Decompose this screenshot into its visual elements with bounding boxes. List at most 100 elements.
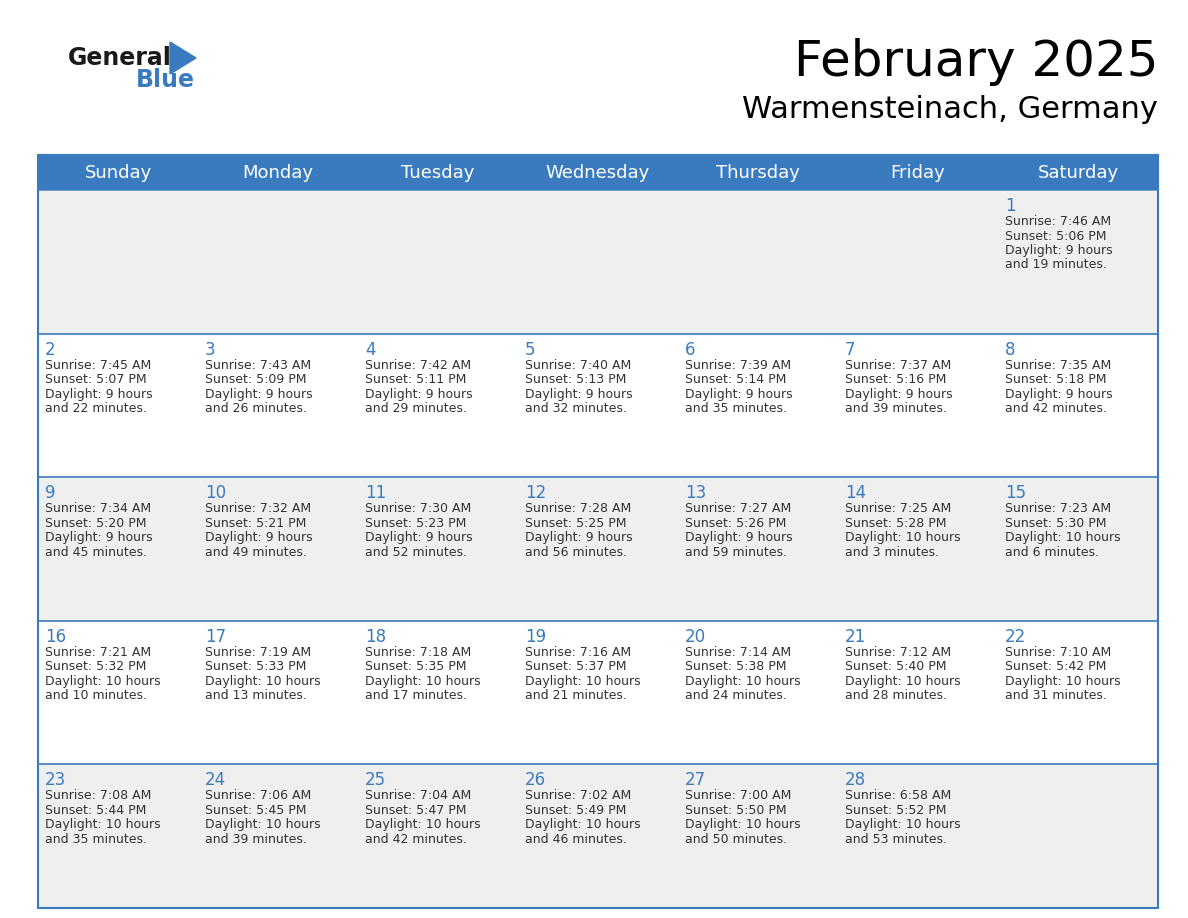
Text: Sunrise: 7:35 AM: Sunrise: 7:35 AM — [1005, 359, 1111, 372]
Text: Sunrise: 6:58 AM: Sunrise: 6:58 AM — [845, 789, 952, 802]
Text: Sunset: 5:06 PM: Sunset: 5:06 PM — [1005, 230, 1106, 242]
Text: and 13 minutes.: and 13 minutes. — [206, 689, 307, 702]
Text: Daylight: 10 hours: Daylight: 10 hours — [1005, 532, 1120, 544]
Text: Saturday: Saturday — [1037, 163, 1119, 182]
Text: Daylight: 9 hours: Daylight: 9 hours — [206, 532, 312, 544]
Text: Sunset: 5:16 PM: Sunset: 5:16 PM — [845, 373, 947, 386]
Text: Sunset: 5:37 PM: Sunset: 5:37 PM — [525, 660, 626, 673]
Text: Daylight: 10 hours: Daylight: 10 hours — [365, 675, 481, 688]
Text: General: General — [68, 46, 172, 70]
Text: Monday: Monday — [242, 163, 314, 182]
Text: and 17 minutes.: and 17 minutes. — [365, 689, 467, 702]
Text: Daylight: 9 hours: Daylight: 9 hours — [525, 532, 633, 544]
Text: Sunset: 5:26 PM: Sunset: 5:26 PM — [685, 517, 786, 530]
Text: Sunset: 5:09 PM: Sunset: 5:09 PM — [206, 373, 307, 386]
Text: Sunrise: 7:32 AM: Sunrise: 7:32 AM — [206, 502, 311, 515]
Text: Daylight: 9 hours: Daylight: 9 hours — [45, 532, 152, 544]
Text: Sunset: 5:45 PM: Sunset: 5:45 PM — [206, 804, 307, 817]
Text: Sunset: 5:49 PM: Sunset: 5:49 PM — [525, 804, 626, 817]
Text: Sunrise: 7:02 AM: Sunrise: 7:02 AM — [525, 789, 631, 802]
Text: 20: 20 — [685, 628, 706, 645]
Text: 7: 7 — [845, 341, 855, 359]
Text: and 50 minutes.: and 50 minutes. — [685, 833, 788, 845]
Text: 25: 25 — [365, 771, 386, 789]
Text: 23: 23 — [45, 771, 67, 789]
Bar — [38, 621, 1158, 765]
Text: Daylight: 10 hours: Daylight: 10 hours — [685, 819, 801, 832]
Text: Daylight: 10 hours: Daylight: 10 hours — [365, 819, 481, 832]
Text: 24: 24 — [206, 771, 226, 789]
Text: 10: 10 — [206, 484, 226, 502]
Text: 2: 2 — [45, 341, 56, 359]
Text: 5: 5 — [525, 341, 536, 359]
Text: Daylight: 9 hours: Daylight: 9 hours — [845, 387, 953, 400]
Bar — [38, 477, 1158, 621]
Text: Sunrise: 7:19 AM: Sunrise: 7:19 AM — [206, 645, 311, 659]
Text: and 19 minutes.: and 19 minutes. — [1005, 259, 1107, 272]
Text: Sunset: 5:35 PM: Sunset: 5:35 PM — [365, 660, 467, 673]
Text: Daylight: 10 hours: Daylight: 10 hours — [206, 819, 321, 832]
Text: Daylight: 9 hours: Daylight: 9 hours — [685, 532, 792, 544]
Text: and 39 minutes.: and 39 minutes. — [845, 402, 947, 415]
Text: Sunrise: 7:40 AM: Sunrise: 7:40 AM — [525, 359, 631, 372]
Text: and 35 minutes.: and 35 minutes. — [685, 402, 786, 415]
Text: Daylight: 10 hours: Daylight: 10 hours — [1005, 675, 1120, 688]
Text: Sunset: 5:44 PM: Sunset: 5:44 PM — [45, 804, 146, 817]
Text: 8: 8 — [1005, 341, 1016, 359]
Text: Wednesday: Wednesday — [545, 163, 650, 182]
Text: Sunset: 5:13 PM: Sunset: 5:13 PM — [525, 373, 626, 386]
Text: Sunrise: 7:21 AM: Sunrise: 7:21 AM — [45, 645, 151, 659]
Text: Sunset: 5:32 PM: Sunset: 5:32 PM — [45, 660, 146, 673]
Text: Sunset: 5:20 PM: Sunset: 5:20 PM — [45, 517, 146, 530]
Text: Daylight: 9 hours: Daylight: 9 hours — [45, 387, 152, 400]
Text: Sunrise: 7:43 AM: Sunrise: 7:43 AM — [206, 359, 311, 372]
Text: and 53 minutes.: and 53 minutes. — [845, 833, 947, 845]
Text: Warmensteinach, Germany: Warmensteinach, Germany — [742, 95, 1158, 125]
Text: Sunrise: 7:08 AM: Sunrise: 7:08 AM — [45, 789, 151, 802]
Text: 19: 19 — [525, 628, 546, 645]
Text: 1: 1 — [1005, 197, 1016, 215]
Text: 12: 12 — [525, 484, 546, 502]
Text: Daylight: 10 hours: Daylight: 10 hours — [45, 675, 160, 688]
Text: 22: 22 — [1005, 628, 1026, 645]
Text: 4: 4 — [365, 341, 375, 359]
Text: Blue: Blue — [135, 68, 195, 92]
Text: Sunset: 5:50 PM: Sunset: 5:50 PM — [685, 804, 786, 817]
Bar — [38, 155, 1158, 190]
Text: Sunrise: 7:34 AM: Sunrise: 7:34 AM — [45, 502, 151, 515]
Text: Sunset: 5:40 PM: Sunset: 5:40 PM — [845, 660, 947, 673]
Text: Daylight: 10 hours: Daylight: 10 hours — [845, 532, 961, 544]
Text: and 59 minutes.: and 59 minutes. — [685, 545, 786, 559]
Text: Sunrise: 7:16 AM: Sunrise: 7:16 AM — [525, 645, 631, 659]
Text: Sunset: 5:11 PM: Sunset: 5:11 PM — [365, 373, 467, 386]
Text: 27: 27 — [685, 771, 706, 789]
Text: Sunrise: 7:42 AM: Sunrise: 7:42 AM — [365, 359, 472, 372]
Text: 15: 15 — [1005, 484, 1026, 502]
Text: Sunset: 5:47 PM: Sunset: 5:47 PM — [365, 804, 467, 817]
Text: and 26 minutes.: and 26 minutes. — [206, 402, 307, 415]
Text: Daylight: 9 hours: Daylight: 9 hours — [206, 387, 312, 400]
Text: and 35 minutes.: and 35 minutes. — [45, 833, 147, 845]
Text: and 22 minutes.: and 22 minutes. — [45, 402, 147, 415]
Text: Daylight: 10 hours: Daylight: 10 hours — [206, 675, 321, 688]
Text: and 32 minutes.: and 32 minutes. — [525, 402, 627, 415]
Text: Sunrise: 7:06 AM: Sunrise: 7:06 AM — [206, 789, 311, 802]
Text: and 31 minutes.: and 31 minutes. — [1005, 689, 1107, 702]
Text: Sunset: 5:14 PM: Sunset: 5:14 PM — [685, 373, 786, 386]
Text: Sunset: 5:33 PM: Sunset: 5:33 PM — [206, 660, 307, 673]
Text: Sunrise: 7:10 AM: Sunrise: 7:10 AM — [1005, 645, 1111, 659]
Text: Sunrise: 7:04 AM: Sunrise: 7:04 AM — [365, 789, 472, 802]
Text: Sunrise: 7:27 AM: Sunrise: 7:27 AM — [685, 502, 791, 515]
Text: Daylight: 9 hours: Daylight: 9 hours — [365, 532, 473, 544]
Text: Daylight: 10 hours: Daylight: 10 hours — [525, 819, 640, 832]
Text: Sunrise: 7:18 AM: Sunrise: 7:18 AM — [365, 645, 472, 659]
Text: Daylight: 9 hours: Daylight: 9 hours — [1005, 244, 1113, 257]
Text: and 46 minutes.: and 46 minutes. — [525, 833, 627, 845]
Text: Sunrise: 7:37 AM: Sunrise: 7:37 AM — [845, 359, 952, 372]
Text: Sunset: 5:23 PM: Sunset: 5:23 PM — [365, 517, 467, 530]
Text: Sunset: 5:21 PM: Sunset: 5:21 PM — [206, 517, 307, 530]
Text: 9: 9 — [45, 484, 56, 502]
Text: 13: 13 — [685, 484, 706, 502]
Text: 26: 26 — [525, 771, 546, 789]
Text: Sunday: Sunday — [84, 163, 152, 182]
